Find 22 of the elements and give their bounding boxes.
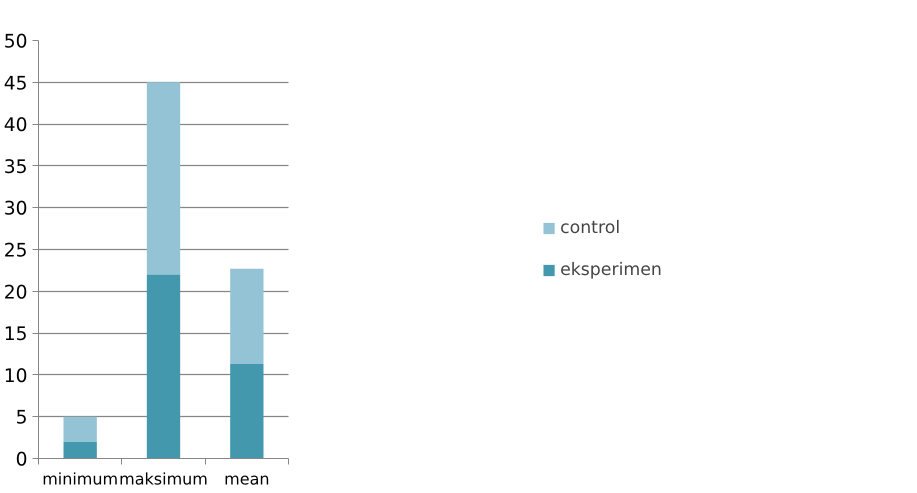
- y-tick-label: 20: [4, 282, 28, 304]
- y-tick-label: 30: [4, 198, 28, 220]
- bar: [64, 416, 97, 442]
- y-tick-label: 25: [4, 240, 28, 262]
- bar: [146, 82, 180, 275]
- y-tick-label: 35: [4, 156, 28, 178]
- bar: [146, 274, 180, 458]
- y-tick-label: 45: [4, 73, 28, 94]
- bar: [64, 442, 97, 458]
- bar: [230, 364, 264, 458]
- y-tick-label: 5: [16, 408, 28, 429]
- legend-label: control: [560, 218, 620, 238]
- y-tick-label: 15: [4, 324, 28, 346]
- x-tick-label: minimum: [42, 470, 118, 488]
- x-tick-label: maksimum: [119, 470, 208, 488]
- y-tick-label: 50: [4, 32, 28, 52]
- x-tick-label: mean: [224, 470, 270, 488]
- bar: [230, 268, 264, 364]
- legend-label: eksperimen: [560, 260, 662, 280]
- y-tick-label: 0: [16, 450, 28, 470]
- y-tick-label: 10: [4, 366, 28, 387]
- y-tick-label: 40: [4, 115, 28, 136]
